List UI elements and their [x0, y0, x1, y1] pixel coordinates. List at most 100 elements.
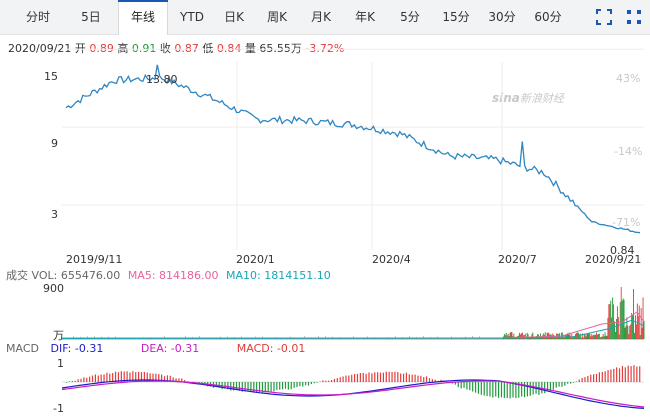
macd-bar: [472, 382, 473, 392]
macd-bar: [391, 372, 392, 382]
tab-intraday[interactable]: 分时: [14, 0, 62, 34]
macd-bar: [412, 375, 413, 382]
tab-yearly-k[interactable]: 年K: [346, 0, 384, 34]
macd-legend: MACD DIF: -0.31 DEA: -0.31 MACD: -0.01: [6, 342, 305, 355]
volume-bar: [618, 317, 619, 339]
volume-bar: [614, 321, 615, 339]
macd-bar: [302, 382, 303, 387]
macd-bar: [625, 367, 626, 382]
macd-bar: [469, 382, 470, 390]
macd-chart: [62, 356, 644, 416]
macd-bar: [489, 382, 490, 396]
macd-bar: [616, 367, 617, 382]
macd-bar: [371, 373, 372, 382]
macd-bar: [463, 382, 464, 388]
macd-bar: [400, 373, 401, 382]
macd-bar: [596, 374, 597, 382]
vol-value: VOL: 655476.00: [32, 269, 121, 282]
macd-bar: [504, 382, 505, 398]
macd-bar: [524, 382, 525, 397]
tab-daily-k[interactable]: 日K: [216, 0, 252, 34]
macd-bar: [553, 382, 554, 390]
volume-bar: [595, 335, 596, 339]
macd-value: MACD: -0.01: [237, 342, 306, 355]
volume-bar: [593, 335, 594, 339]
macd-bar: [380, 373, 381, 382]
macd-bar: [351, 375, 352, 382]
volume-bar: [603, 334, 604, 339]
volume-bar: [638, 316, 639, 339]
macd-bar: [587, 376, 588, 382]
volume-bar: [622, 301, 623, 339]
macd-bar: [458, 382, 459, 387]
macd-bar: [498, 382, 499, 398]
macd-bar: [270, 382, 271, 392]
tab-ytd[interactable]: YTD: [172, 0, 212, 34]
macd-bar: [377, 372, 378, 382]
macd-bar: [75, 381, 76, 382]
tab-year-line[interactable]: 年线: [118, 0, 168, 35]
macd-bar: [72, 381, 73, 382]
macd-bar: [66, 382, 67, 383]
macd-bar: [512, 382, 513, 398]
volume-bar: [547, 333, 548, 339]
volume-bar: [583, 338, 584, 339]
macd-bar: [576, 381, 577, 382]
macd-bar: [89, 377, 90, 382]
macd-bar: [495, 382, 496, 397]
macd-bar: [544, 382, 545, 393]
dea-value: DEA: -0.31: [141, 342, 199, 355]
macd-bar: [423, 377, 424, 382]
macd-bar: [288, 382, 289, 390]
macd-bar: [83, 377, 84, 382]
macd-bar: [279, 382, 280, 390]
volume-bar: [591, 334, 592, 339]
macd-bar: [403, 374, 404, 382]
macd-bar: [389, 372, 390, 382]
volume-bar: [644, 321, 645, 339]
tab-monthly-k[interactable]: 月K: [302, 0, 340, 34]
macd-bar: [484, 382, 485, 396]
volume-bar: [409, 336, 410, 338]
tab-30min[interactable]: 30分: [482, 0, 522, 34]
macd-bar: [475, 382, 476, 393]
macd-bar: [383, 373, 384, 382]
volume-bar: [632, 315, 633, 339]
macd-bar: [599, 372, 600, 382]
tab-60min[interactable]: 60分: [528, 0, 568, 34]
macd-bar: [95, 374, 96, 382]
volume-bar: [634, 333, 635, 339]
macd-bar: [501, 382, 502, 397]
volume-bar: [472, 336, 473, 338]
tab-weekly-k[interactable]: 周K: [258, 0, 296, 34]
macd-bar: [325, 381, 326, 382]
macd-bar: [115, 372, 116, 382]
macd-bar: [556, 382, 557, 388]
volume-bar: [631, 313, 632, 339]
volume-bar: [528, 334, 529, 339]
tab-5min[interactable]: 5分: [392, 0, 428, 34]
quote-date: 2020/09/21: [8, 42, 71, 55]
volume-bar: [626, 326, 627, 339]
macd-bar: [80, 379, 81, 382]
high-value: 0.91: [132, 42, 157, 55]
macd-bar: [331, 380, 332, 382]
tab-5day[interactable]: 5日: [70, 0, 112, 34]
settings-icon[interactable]: [626, 9, 642, 25]
volume-bar: [601, 337, 602, 339]
fullscreen-icon[interactable]: [596, 9, 612, 25]
macd-bar: [564, 382, 565, 386]
ma10-value: MA10: 1814151.10: [226, 269, 331, 282]
macd-bar: [486, 382, 487, 396]
volume-bar: [637, 304, 638, 339]
tab-15min[interactable]: 15分: [436, 0, 476, 34]
volume-bar: [612, 298, 613, 339]
volume-value: 65.55万: [259, 42, 302, 55]
volume-bar: [199, 336, 200, 338]
macd-bar: [245, 382, 246, 391]
volume-tick-900: 900: [24, 282, 64, 295]
volume-bar: [560, 338, 561, 339]
volume-bar: [596, 333, 597, 339]
macd-bar: [584, 377, 585, 382]
macd-bar: [311, 382, 312, 384]
